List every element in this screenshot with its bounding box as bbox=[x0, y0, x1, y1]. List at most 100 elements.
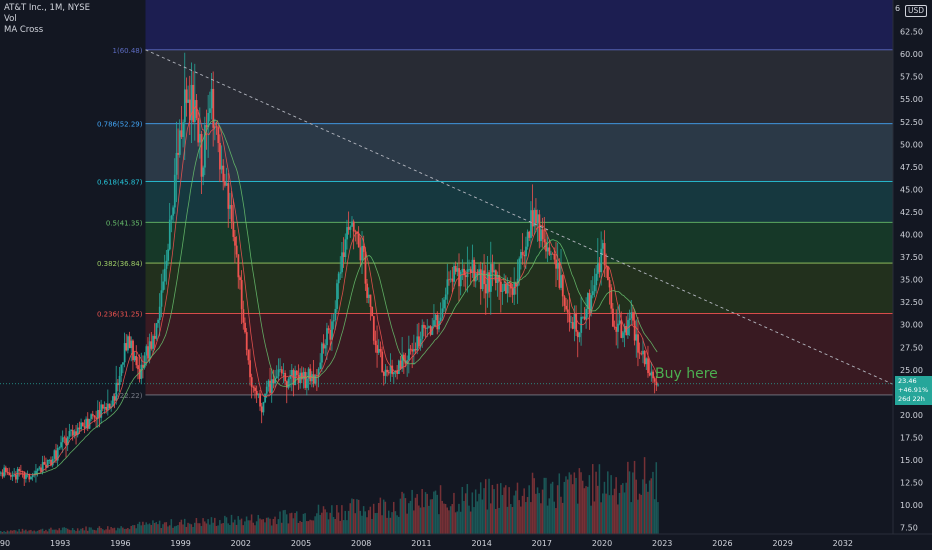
volume-bar bbox=[404, 498, 407, 534]
volume-bar bbox=[245, 516, 248, 534]
candle-body bbox=[640, 353, 643, 355]
candle-body bbox=[566, 309, 569, 313]
volume-bar bbox=[366, 517, 368, 534]
volume-bar bbox=[342, 520, 345, 534]
candle-body bbox=[513, 282, 516, 295]
buy-here-annotation: Buy here bbox=[655, 366, 718, 382]
candle-body bbox=[91, 414, 94, 416]
candle-body bbox=[321, 343, 323, 363]
time-tick-label: 2011 bbox=[411, 539, 431, 548]
volume-bar bbox=[456, 511, 459, 534]
volume-bar bbox=[598, 464, 601, 534]
candle-body bbox=[272, 379, 275, 384]
volume-bar bbox=[227, 523, 229, 534]
volume-bar bbox=[11, 530, 14, 534]
volume-bar bbox=[336, 505, 338, 534]
candle-body bbox=[56, 448, 59, 461]
price-tick-label: 50.00 bbox=[900, 140, 923, 149]
volume-bar bbox=[137, 523, 139, 534]
candle-body bbox=[510, 283, 512, 289]
candle-body bbox=[20, 471, 22, 472]
volume-bar bbox=[10, 530, 12, 534]
candle-body bbox=[575, 313, 578, 332]
volume-bar bbox=[493, 489, 495, 534]
candle-body bbox=[628, 318, 631, 321]
volume-bar bbox=[349, 503, 352, 534]
volume-bar bbox=[655, 462, 658, 534]
currency-selector[interactable]: 6 USD bbox=[895, 4, 928, 18]
volume-bar bbox=[319, 514, 321, 534]
volume-bar bbox=[541, 489, 544, 534]
candle-body bbox=[204, 125, 206, 168]
volume-bar bbox=[563, 481, 566, 534]
candle-body bbox=[586, 293, 589, 309]
candle-body bbox=[361, 245, 364, 261]
volume-bar bbox=[15, 530, 17, 534]
volume-bar bbox=[275, 524, 278, 534]
volume-bar bbox=[224, 515, 226, 534]
volume-bar bbox=[451, 504, 454, 534]
volume-bar bbox=[607, 471, 609, 534]
candle-body bbox=[433, 320, 435, 327]
currency-label[interactable]: USD bbox=[905, 5, 928, 17]
ma-line-21 bbox=[33, 119, 658, 475]
volume-bar bbox=[43, 531, 45, 534]
candle-body bbox=[423, 324, 425, 328]
candle-body bbox=[46, 460, 49, 468]
candle-body bbox=[312, 374, 315, 384]
candle-body bbox=[431, 326, 434, 335]
candle-body bbox=[314, 375, 317, 384]
volume-bar bbox=[500, 483, 502, 534]
volume-indicator-label[interactable]: Vol bbox=[4, 14, 17, 24]
volume-bar bbox=[331, 505, 333, 534]
volume-bar bbox=[70, 530, 72, 534]
volume-bar bbox=[117, 527, 119, 534]
symbol-title[interactable]: AT&T Inc., 1M, NYSE bbox=[4, 3, 91, 13]
candle-body bbox=[285, 381, 288, 388]
candle-body bbox=[257, 393, 260, 396]
candle-body bbox=[220, 165, 223, 170]
price-tick-label: 40.00 bbox=[900, 231, 923, 240]
candle-body bbox=[652, 371, 654, 379]
volume-bar bbox=[247, 520, 249, 534]
candle-body bbox=[205, 125, 208, 128]
volume-bar bbox=[429, 499, 432, 534]
volume-bar bbox=[546, 505, 549, 534]
time-tick-label: 2026 bbox=[712, 539, 732, 548]
volume-bar bbox=[570, 474, 572, 534]
volume-bar bbox=[566, 479, 569, 534]
volume-bar bbox=[491, 484, 494, 534]
ma-cross-indicator-label[interactable]: MA Cross bbox=[4, 25, 44, 35]
volume-bar bbox=[602, 493, 604, 534]
volume-bar bbox=[458, 503, 460, 534]
time-tick-label: 1993 bbox=[50, 539, 70, 548]
volume-bar bbox=[280, 522, 283, 534]
candle-body bbox=[643, 350, 646, 365]
volume-bar bbox=[312, 520, 315, 534]
volume-bar bbox=[150, 525, 153, 534]
volume-bar bbox=[618, 492, 621, 534]
volume-bar bbox=[85, 526, 87, 534]
candle-body bbox=[61, 437, 64, 443]
candle-body bbox=[76, 427, 79, 436]
candle-body bbox=[162, 281, 165, 291]
candle-body bbox=[481, 270, 484, 290]
volume-bar bbox=[645, 483, 648, 534]
candle-body bbox=[152, 335, 154, 349]
candle-body bbox=[615, 327, 618, 332]
volume-bar bbox=[140, 525, 142, 534]
volume-bar bbox=[615, 477, 617, 534]
volume-bar bbox=[332, 517, 335, 534]
volume-bar bbox=[411, 489, 413, 534]
candle-body bbox=[541, 229, 544, 240]
price-tick-label: 35.00 bbox=[900, 276, 923, 285]
volume-bar bbox=[212, 522, 214, 534]
volume-bar bbox=[356, 499, 358, 534]
candle-body bbox=[428, 326, 430, 328]
volume-bar bbox=[394, 511, 397, 534]
candle-body bbox=[96, 410, 99, 419]
candle-body bbox=[227, 183, 230, 209]
candle-body bbox=[536, 214, 539, 224]
candle-body bbox=[188, 99, 191, 121]
